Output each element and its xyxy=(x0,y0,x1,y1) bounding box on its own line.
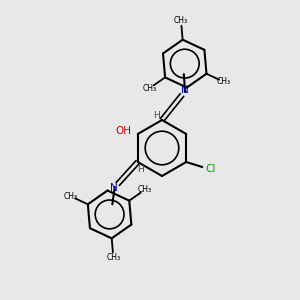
Text: CH₃: CH₃ xyxy=(106,253,120,262)
Text: N: N xyxy=(110,183,118,193)
Text: N: N xyxy=(181,85,189,95)
Text: Cl: Cl xyxy=(205,164,215,174)
Text: CH₃: CH₃ xyxy=(138,185,152,194)
Text: H: H xyxy=(137,164,144,173)
Text: CH₃: CH₃ xyxy=(217,77,231,86)
Text: CH₃: CH₃ xyxy=(64,192,78,201)
Text: H: H xyxy=(154,110,160,119)
Text: CH₃: CH₃ xyxy=(174,16,188,25)
Text: CH₃: CH₃ xyxy=(142,84,157,93)
Text: OH: OH xyxy=(116,126,132,136)
